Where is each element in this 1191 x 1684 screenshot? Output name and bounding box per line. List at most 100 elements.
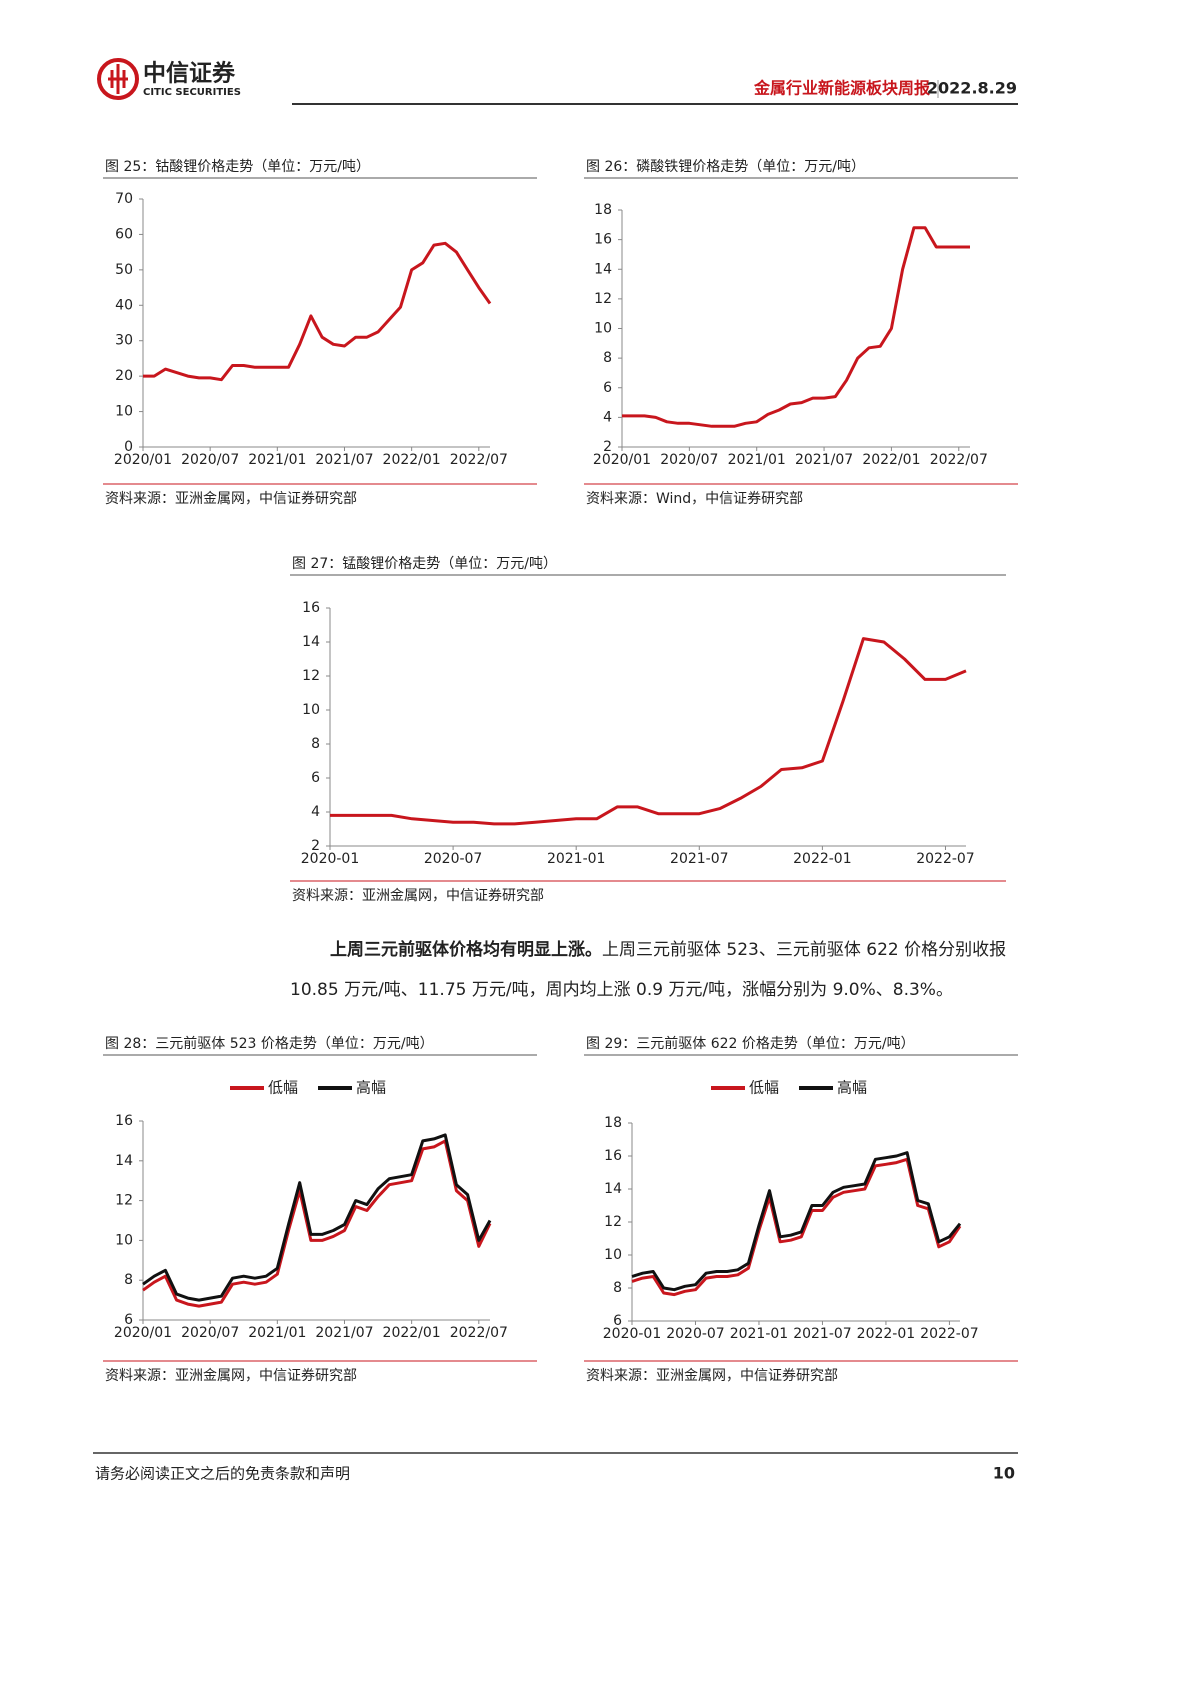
- y-tick-label: 6: [124, 1312, 133, 1328]
- y-tick-label: 10: [115, 1232, 133, 1248]
- x-tick-label: 2020-01: [301, 851, 360, 867]
- x-tick-label: 2021/07: [315, 452, 373, 468]
- y-tick-label: 10: [115, 404, 133, 420]
- figure-source: 资料来源：亚洲金属网，中信证券研究部: [105, 491, 357, 507]
- x-tick-label: 2020/07: [660, 452, 718, 468]
- y-tick-label: 4: [603, 409, 612, 425]
- x-tick-label: 2020/01: [114, 1325, 172, 1341]
- figure-source: 资料来源：Wind，中信证券研究部: [586, 491, 803, 507]
- x-tick-label: 2022/01: [862, 452, 920, 468]
- paragraph-lead: 上周三元前驱体价格均有明显上涨。: [330, 940, 602, 960]
- y-tick-label: 8: [124, 1272, 133, 1288]
- x-tick-label: 2022/07: [450, 1325, 508, 1341]
- series-line: [143, 241, 492, 382]
- x-tick-label: 2022/07: [930, 452, 988, 468]
- x-tick-label: 2022-01: [857, 1326, 916, 1342]
- x-tick-label: 2021/07: [795, 452, 853, 468]
- figure-caption: 图 29：三元前驱体 622 价格走势（单位：万元/吨）: [586, 1035, 915, 1052]
- x-tick-label: 2020/01: [114, 452, 172, 468]
- logo-text: 中信证券: [143, 60, 236, 87]
- y-tick-label: 8: [603, 350, 612, 366]
- y-tick-label: 14: [594, 261, 612, 277]
- x-tick-label: 2022-01: [793, 851, 852, 867]
- y-tick-label: 16: [604, 1148, 622, 1164]
- x-tick-label: 2021/01: [248, 452, 306, 468]
- y-tick-label: 12: [115, 1193, 133, 1209]
- y-tick-label: 2: [603, 439, 612, 455]
- legend-label: 低幅: [268, 1079, 298, 1097]
- series-line: [142, 1133, 492, 1302]
- figure-caption: 图 26：磷酸铁锂价格走势（单位：万元/吨）: [586, 159, 865, 175]
- y-tick-label: 10: [594, 321, 612, 337]
- y-tick-label: 30: [115, 333, 133, 349]
- y-tick-label: 10: [604, 1247, 622, 1263]
- y-tick-label: 8: [311, 736, 320, 752]
- legend-label: 高幅: [837, 1079, 867, 1097]
- page-number: 10: [993, 1464, 1015, 1483]
- x-tick-label: 2022/01: [383, 1325, 441, 1341]
- y-tick-label: 8: [613, 1280, 622, 1296]
- y-tick-label: 50: [115, 262, 133, 278]
- y-tick-label: 40: [115, 297, 133, 313]
- y-tick-label: 70: [115, 191, 133, 207]
- y-tick-label: 2: [311, 838, 320, 854]
- legend-label: 低幅: [749, 1079, 779, 1097]
- y-tick-label: 18: [604, 1115, 622, 1131]
- logo-mark-inner: [108, 64, 128, 94]
- disclaimer: 请务必阅读正文之后的免责条款和声明: [95, 1465, 350, 1483]
- series-line: [631, 1151, 962, 1292]
- logo-mark: [97, 58, 139, 100]
- y-tick-label: 16: [302, 600, 320, 616]
- y-tick-label: 6: [603, 380, 612, 396]
- y-tick-label: 4: [311, 804, 320, 820]
- x-tick-label: 2021/01: [248, 1325, 306, 1341]
- figure-source: 资料来源：亚洲金属网，中信证券研究部: [105, 1368, 357, 1384]
- x-tick-label: 2022/01: [383, 452, 441, 468]
- x-tick-label: 2021-07: [793, 1326, 852, 1342]
- y-tick-label: 12: [594, 291, 612, 307]
- x-tick-label: 2022/07: [450, 452, 508, 468]
- x-tick-label: 2021/07: [315, 1325, 373, 1341]
- y-tick-label: 14: [302, 634, 320, 650]
- x-tick-label: 2020/01: [593, 452, 651, 468]
- x-tick-label: 2020/07: [181, 452, 239, 468]
- x-tick-label: 2020-07: [424, 851, 483, 867]
- x-tick-label: 2020/07: [181, 1325, 239, 1341]
- legend-label: 高幅: [356, 1079, 386, 1097]
- figure-caption: 图 25：钴酸锂价格走势（单位：万元/吨）: [105, 159, 370, 175]
- y-tick-label: 12: [604, 1214, 622, 1230]
- y-tick-label: 12: [302, 668, 320, 684]
- figure-source: 资料来源：亚洲金属网，中信证券研究部: [586, 1368, 838, 1384]
- y-tick-label: 20: [115, 368, 133, 384]
- paragraph: 上周三元前驱体价格均有明显上涨。上周三元前驱体 523、三元前驱体 622 价格…: [290, 930, 1018, 1010]
- x-tick-label: 2022-07: [920, 1326, 979, 1342]
- report-date: 2022.8.29: [927, 79, 1017, 98]
- paragraph-body: 上周三元前驱体 523、三元前驱体 622 价格分别收报 10.85 万元/吨、…: [290, 940, 1007, 1000]
- logo-text-en: CITIC SECURITIES: [143, 87, 241, 98]
- y-tick-label: 14: [115, 1153, 133, 1169]
- y-tick-label: 6: [613, 1313, 622, 1329]
- series-line: [142, 1139, 492, 1308]
- y-tick-label: 16: [594, 232, 612, 248]
- series-line: [330, 637, 967, 826]
- y-tick-label: 0: [124, 439, 133, 455]
- x-tick-label: 2020-07: [666, 1326, 725, 1342]
- y-tick-label: 16: [115, 1113, 133, 1129]
- figure-source: 资料来源：亚洲金属网，中信证券研究部: [292, 888, 544, 904]
- x-tick-label: 2021-07: [670, 851, 729, 867]
- y-tick-label: 6: [311, 770, 320, 786]
- y-tick-label: 14: [604, 1181, 622, 1197]
- figure-caption: 图 28：三元前驱体 523 价格走势（单位：万元/吨）: [105, 1035, 434, 1052]
- x-tick-label: 2022-07: [916, 851, 975, 867]
- series-line: [631, 1157, 962, 1297]
- series-line: [622, 226, 970, 428]
- y-tick-label: 60: [115, 226, 133, 242]
- x-tick-label: 2021-01: [547, 851, 606, 867]
- x-tick-label: 2020-01: [603, 1326, 662, 1342]
- y-tick-label: 10: [302, 702, 320, 718]
- x-tick-label: 2021/01: [728, 452, 786, 468]
- y-tick-label: 18: [594, 202, 612, 218]
- figure-caption: 图 27：锰酸锂价格走势（单位：万元/吨）: [292, 556, 557, 572]
- report-title: 金属行业新能源板块周报: [753, 79, 930, 98]
